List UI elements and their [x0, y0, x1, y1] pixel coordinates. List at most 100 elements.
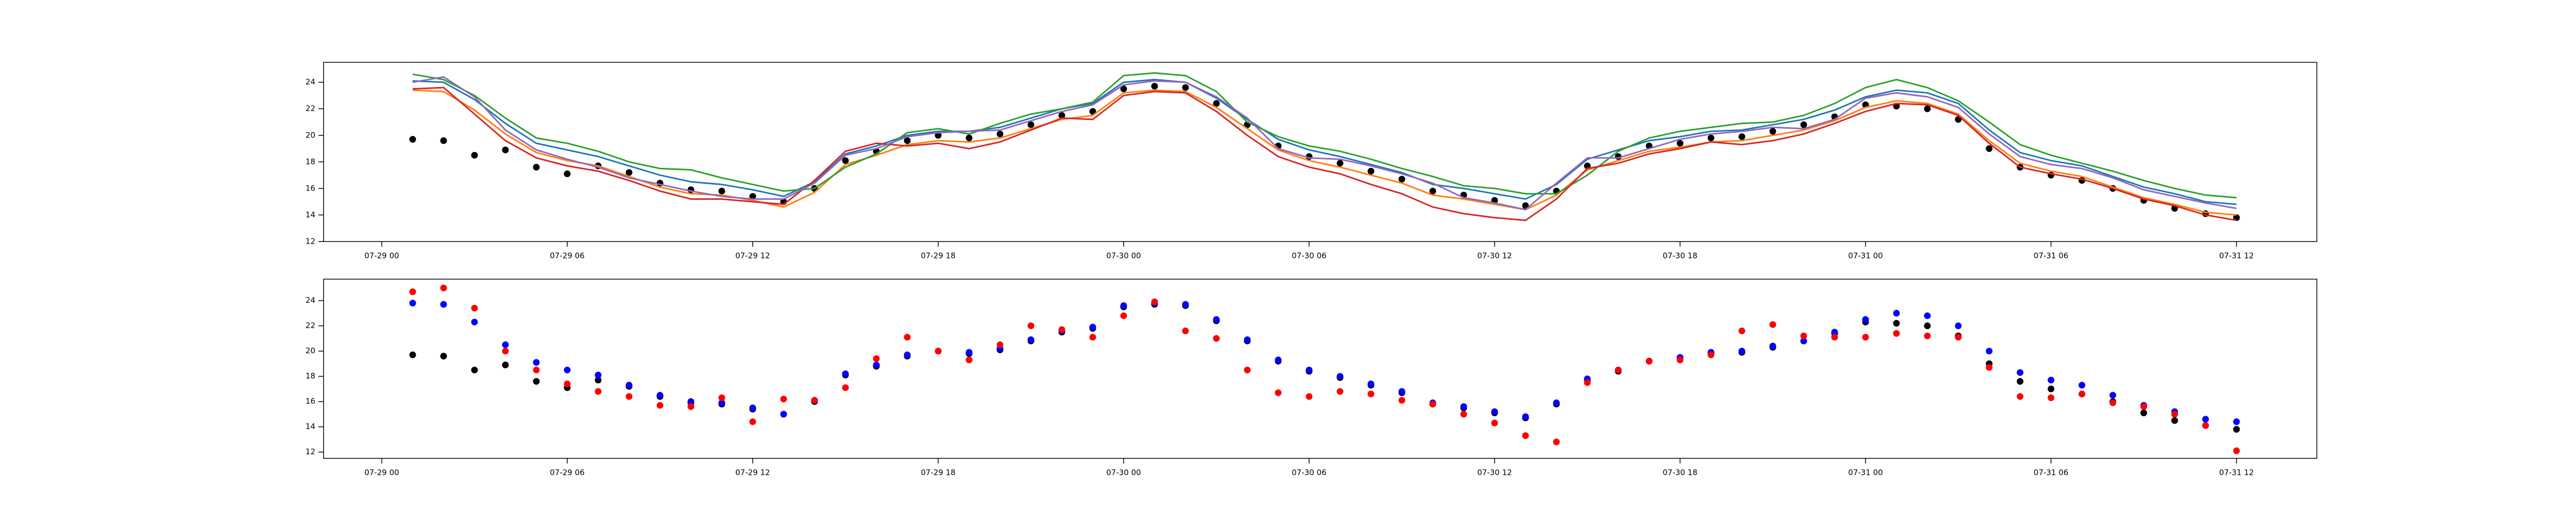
- data-point: [873, 362, 880, 369]
- x-tick-label: 07-29 18: [921, 251, 955, 261]
- data-point: [749, 404, 756, 411]
- data-point: [1831, 329, 1838, 336]
- data-point: [1460, 410, 1467, 418]
- data-point: [1769, 342, 1776, 350]
- x-tick-label: 07-31 00: [1848, 251, 1883, 261]
- data-point: [2233, 418, 2240, 425]
- x-tick-label: 07-30 06: [1292, 468, 1326, 477]
- data-point: [440, 137, 447, 144]
- data-point: [1800, 337, 1807, 345]
- data-point: [1584, 379, 1591, 386]
- data-point: [687, 398, 694, 405]
- data-point: [904, 334, 911, 341]
- data-point: [1244, 366, 1251, 373]
- data-point: [1058, 326, 1065, 333]
- data-point: [533, 359, 540, 366]
- data-point: [2016, 393, 2024, 400]
- data-point: [1398, 397, 1405, 404]
- data-point: [842, 157, 849, 164]
- data-point: [2109, 391, 2116, 399]
- data-point: [1986, 348, 1993, 355]
- data-point: [409, 351, 416, 358]
- data-point: [471, 304, 478, 312]
- data-point: [1893, 330, 1900, 337]
- x-tick-label: 07-31 06: [2033, 468, 2068, 477]
- data-point: [1089, 334, 1096, 341]
- x-tick-label: 07-30 12: [1477, 251, 1512, 261]
- data-point: [2171, 417, 2178, 424]
- x-tick-label: 07-30 00: [1106, 251, 1141, 261]
- data-point: [1089, 108, 1096, 115]
- data-point: [935, 348, 942, 355]
- data-point: [1120, 85, 1127, 93]
- y-tick-label: 12: [306, 447, 315, 456]
- data-point: [904, 137, 911, 144]
- data-point: [1336, 388, 1344, 395]
- data-point: [2233, 447, 2240, 454]
- data-point: [1275, 389, 1282, 397]
- data-point: [1553, 438, 1560, 445]
- y-tick-label: 16: [306, 397, 315, 406]
- data-point: [996, 341, 1004, 348]
- data-point: [440, 301, 447, 308]
- data-point: [1027, 121, 1035, 128]
- ensemble-line: [412, 72, 2237, 199]
- data-point: [595, 371, 602, 379]
- y-tick-label: 18: [306, 371, 315, 381]
- data-point: [1738, 133, 1745, 140]
- axes-frame: [323, 279, 2317, 459]
- data-point: [2016, 369, 2024, 376]
- data-point: [718, 187, 725, 195]
- data-point: [1491, 419, 1498, 426]
- subplot: 12 14 16 18 20 22 24 07-29 00 07-29 06 07-29 12 07…: [306, 62, 2317, 261]
- data-point: [2233, 426, 2240, 433]
- y-tick-label: 24: [306, 77, 315, 87]
- data-point: [965, 349, 973, 356]
- data-point: [1676, 356, 1684, 364]
- data-point: [409, 136, 416, 143]
- data-point: [1924, 322, 1931, 330]
- data-point: [2171, 410, 2178, 418]
- data-point: [1120, 302, 1127, 309]
- data-point: [1182, 301, 1189, 308]
- data-point: [1924, 105, 1931, 112]
- data-point: [780, 410, 787, 418]
- x-tick-label: 07-29 00: [364, 251, 399, 261]
- data-point: [1707, 134, 1715, 142]
- data-point: [1522, 413, 1529, 420]
- x-tick-label: 07-30 12: [1477, 468, 1512, 477]
- data-point: [1491, 408, 1498, 415]
- data-point: [1182, 84, 1189, 91]
- data-point: [533, 164, 540, 171]
- data-point: [1398, 176, 1405, 183]
- data-point: [718, 394, 725, 401]
- data-point: [1213, 335, 1220, 342]
- data-point: [718, 399, 725, 406]
- data-point: [533, 378, 540, 385]
- data-point: [1429, 187, 1436, 195]
- x-tick-label: 07-30 00: [1106, 468, 1141, 477]
- data-point: [471, 318, 478, 325]
- x-tick-label: 07-30 18: [1663, 468, 1697, 477]
- data-point: [502, 362, 509, 369]
- ensemble-line: [412, 76, 2237, 211]
- data-point: [2140, 403, 2147, 410]
- data-point: [687, 403, 694, 410]
- data-point: [1336, 160, 1344, 167]
- data-point: [1460, 403, 1467, 410]
- y-tick-label: 12: [306, 237, 315, 246]
- data-point: [595, 376, 602, 384]
- data-point: [842, 384, 849, 391]
- data-point: [1398, 388, 1405, 395]
- data-point: [564, 366, 571, 373]
- data-point: [656, 391, 664, 399]
- data-point: [1986, 145, 1993, 152]
- x-tick-label: 07-29 12: [735, 468, 770, 477]
- data-point: [1862, 316, 1869, 323]
- data-point: [1336, 373, 1344, 380]
- x-tick-label: 07-29 18: [921, 468, 955, 477]
- data-point: [440, 352, 447, 359]
- y-tick-label: 14: [306, 422, 315, 431]
